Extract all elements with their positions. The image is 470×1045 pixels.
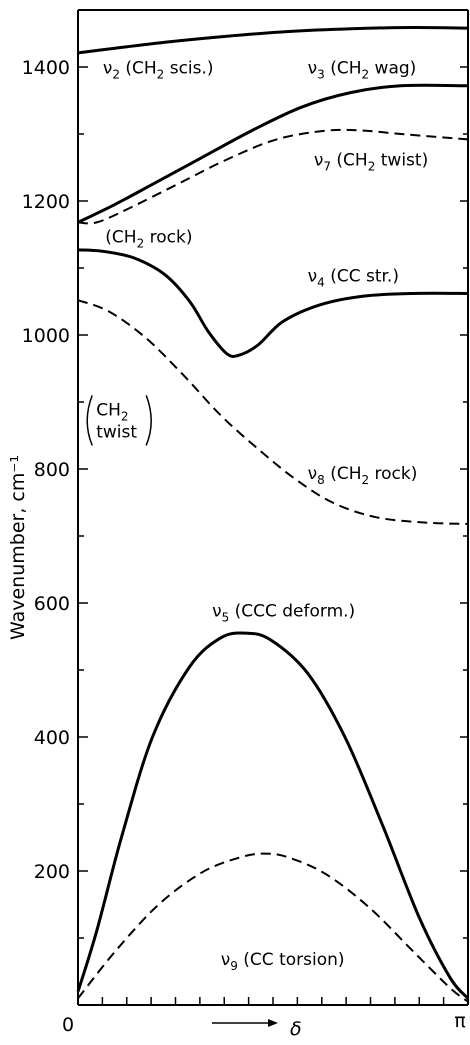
- label-part: ν: [103, 59, 113, 79]
- y-axis-label: Wavenumber, cm⁻¹: [7, 455, 29, 640]
- label-v2: ν2 (CH2 scis.): [103, 59, 214, 82]
- label-part: 5: [222, 610, 230, 624]
- label-v5: ν5 (CCC deform.): [212, 601, 355, 624]
- label-part: (CH: [105, 228, 136, 248]
- label-part: 7: [323, 159, 331, 173]
- label-part: 3: [317, 68, 325, 82]
- label-part: (CC str.): [325, 266, 399, 286]
- label-part: ν: [308, 59, 318, 79]
- label-twist-bracket-left: [86, 395, 93, 446]
- label-part: wag): [369, 59, 416, 79]
- label-part: 8: [317, 473, 325, 487]
- label-part: (CH: [120, 59, 157, 79]
- curve-labels: ν2 (CH2 scis.) ν3 (CH2 wag)ν7 (CH2 twist)…: [86, 59, 428, 973]
- label-rock: (CH2 rock): [105, 228, 192, 251]
- label-twist-bracket-right: [145, 395, 152, 446]
- label-part: 2: [137, 237, 145, 251]
- x-axis-arrow-head: [268, 1019, 278, 1027]
- label-part: (CCC deform.): [229, 601, 355, 621]
- label-part: ν: [212, 601, 222, 621]
- label-v4: ν4 (CC str.): [308, 266, 399, 289]
- label-part: ν: [221, 950, 231, 970]
- y-tick-label: 1400: [22, 57, 70, 79]
- x-axis-label: δ: [290, 1018, 302, 1040]
- label-part: CH: [96, 400, 121, 420]
- label-part: 2: [368, 159, 376, 173]
- label-part: ν: [308, 464, 318, 484]
- label-part: 9: [230, 959, 238, 973]
- label-part: (CH: [331, 150, 368, 170]
- series-line-7: [77, 852, 469, 1003]
- label-v3: ν3 (CH2 wag): [308, 59, 417, 82]
- label-part: scis.): [164, 59, 213, 79]
- series-line-4: [77, 248, 469, 358]
- label-part: 2: [157, 68, 165, 82]
- y-tick-label: 1200: [22, 191, 70, 213]
- label-twist-line1: CH2: [96, 400, 128, 423]
- label-part: 2: [112, 68, 120, 82]
- x-tick-label: π: [454, 1010, 465, 1032]
- label-v9: ν9 (CC torsion): [221, 950, 345, 973]
- series-line-5: [77, 299, 469, 525]
- label-part: (CH: [325, 464, 362, 484]
- series-line-2: [77, 83, 469, 224]
- series-line-1: [77, 25, 469, 55]
- series-line-6: [76, 631, 470, 1000]
- series-line-3: [77, 128, 469, 225]
- label-v8: ν8 (CH2 rock): [308, 464, 418, 487]
- label-part: (CH: [325, 59, 362, 79]
- y-tick-label: 600: [34, 593, 70, 615]
- label-twist-line2: twist: [96, 422, 137, 442]
- label-part: 4: [317, 275, 325, 289]
- label-part: (CC torsion): [238, 950, 345, 970]
- y-tick-label: 1000: [22, 325, 70, 347]
- label-part: ν: [308, 266, 318, 286]
- y-tick-label: 400: [34, 727, 70, 749]
- label-part: twist): [375, 150, 428, 170]
- x-tick-label: 0: [62, 1014, 74, 1036]
- label-part: 2: [362, 473, 370, 487]
- label-v7: ν7 (CH2 twist): [314, 150, 428, 173]
- label-part: rock): [369, 464, 417, 484]
- curves: [76, 25, 470, 1003]
- label-part: 2: [362, 68, 370, 82]
- y-tick-label: 200: [34, 861, 70, 883]
- ticks: 200 400 600 800 1000 1200 1400 0 π δ: [22, 57, 468, 1040]
- label-part: ν: [314, 150, 324, 170]
- label-part: rock): [144, 228, 192, 248]
- axes: Wavenumber, cm⁻¹: [7, 9, 469, 1006]
- y-tick-label: 800: [34, 459, 70, 481]
- label-part: 2: [121, 409, 129, 423]
